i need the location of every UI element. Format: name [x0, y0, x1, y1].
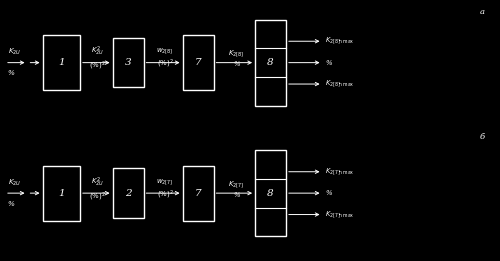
Text: $K_{2[7]\mathrm{n\,max}}$: $K_{2[7]\mathrm{n\,max}}$: [325, 167, 354, 177]
Bar: [42, 35, 80, 90]
Bar: [182, 166, 214, 221]
Text: 8: 8: [267, 58, 274, 67]
Text: $K^2_{2U}$
$(\%)^2$: $K^2_{2U}$ $(\%)^2$: [89, 176, 106, 203]
Text: б: б: [480, 133, 485, 141]
Bar: [112, 38, 144, 87]
Text: $K_{2U}$: $K_{2U}$: [8, 47, 21, 57]
Text: %: %: [325, 189, 332, 197]
Bar: [255, 150, 286, 236]
Text: $w_{2[7]}$
$(\%)^2$: $w_{2[7]}$ $(\%)^2$: [156, 178, 174, 201]
Text: $K_{2U}$: $K_{2U}$: [8, 177, 21, 188]
Text: $K_{2[8]\mathrm{n\,max}}$: $K_{2[8]\mathrm{n\,max}}$: [325, 36, 354, 46]
Text: $K_{2[7]\mathrm{n\,max}}$: $K_{2[7]\mathrm{n\,max}}$: [325, 210, 354, 220]
Text: $K_{2[8]}$
%: $K_{2[8]}$ %: [228, 49, 244, 68]
Text: $K^2_{2U}$
$(\%)^2$: $K^2_{2U}$ $(\%)^2$: [89, 45, 106, 72]
Text: %: %: [8, 200, 14, 207]
Text: $K_{2[8]\mathrm{n\,max}}$: $K_{2[8]\mathrm{n\,max}}$: [325, 79, 354, 89]
Text: 3: 3: [124, 58, 132, 67]
Text: $K_{2[7]}$
%: $K_{2[7]}$ %: [228, 180, 244, 199]
Bar: [255, 20, 286, 106]
Text: $w_{2[8]}$
$(\%)^2$: $w_{2[8]}$ $(\%)^2$: [156, 47, 174, 70]
Text: 1: 1: [58, 58, 64, 67]
Text: %: %: [8, 69, 14, 77]
Text: 8: 8: [267, 189, 274, 198]
Bar: [182, 35, 214, 90]
Bar: [42, 166, 80, 221]
Text: %: %: [325, 59, 332, 67]
Text: 2: 2: [124, 189, 132, 198]
Text: 1: 1: [58, 189, 64, 198]
Text: 7: 7: [194, 189, 202, 198]
Text: 7: 7: [194, 58, 202, 67]
Text: a: a: [480, 8, 485, 16]
Bar: [112, 168, 144, 218]
